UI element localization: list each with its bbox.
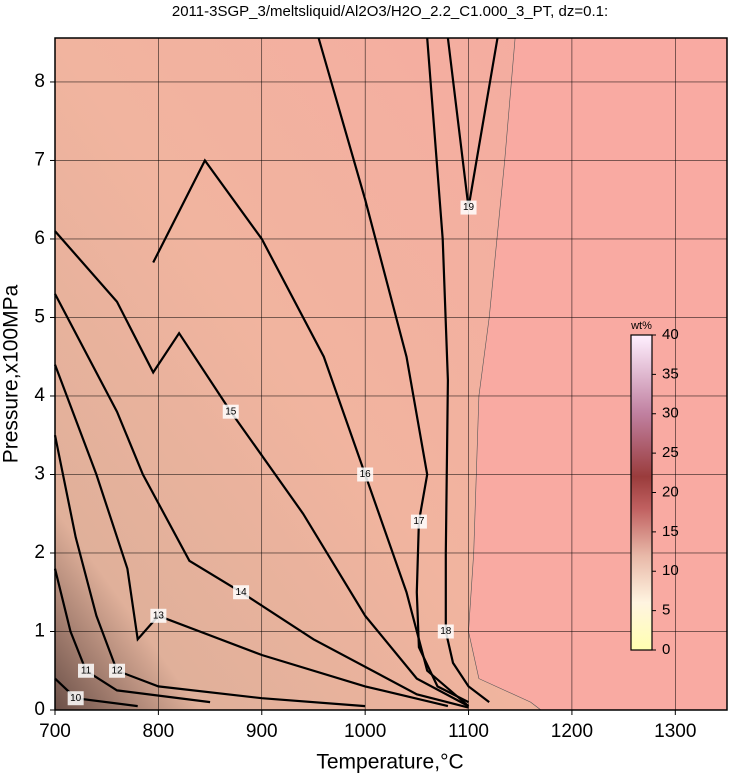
contour-label-bg <box>233 585 250 600</box>
y-tick-label: 5 <box>34 306 45 327</box>
plot-frame <box>54 37 728 711</box>
colorbar-tick-label: 15 <box>662 523 679 540</box>
contour-label-bg <box>67 691 84 706</box>
x-tick-label: 700 <box>39 721 71 742</box>
colorbar-tick-label: 35 <box>662 365 679 382</box>
y-tick-label: 6 <box>34 228 45 249</box>
x-tick-label: 900 <box>246 721 278 742</box>
contour-label: 15 <box>225 406 237 417</box>
colorbar-tick-label: 20 <box>662 483 679 500</box>
colorbar-label: wt% <box>630 320 652 332</box>
chart-title: 2011-3SGP_3/meltsliquid/Al2O3/H2O_2.2_C1… <box>172 3 608 20</box>
colorbar-tick-label: 5 <box>662 602 670 619</box>
contour-label: 18 <box>440 626 452 637</box>
contour-line <box>152 158 470 707</box>
y-tick-label: 8 <box>34 71 45 92</box>
y-tick-label: 1 <box>34 621 45 642</box>
contour-line <box>426 37 490 703</box>
y-tick-label: 7 <box>34 149 45 170</box>
colorbar-tick-label: 10 <box>662 562 679 579</box>
contour-label-bg <box>78 663 95 678</box>
contour-line <box>54 293 469 709</box>
contour-label: 16 <box>360 469 372 480</box>
contour-label-bg <box>357 467 374 482</box>
contour-label-bg <box>460 200 477 215</box>
x-tick-label: 1200 <box>551 721 593 742</box>
x-tick-label: 1300 <box>654 721 696 742</box>
x-tick-label: 1100 <box>448 721 489 742</box>
contour-line <box>53 364 449 708</box>
contour-label-bg <box>437 624 454 639</box>
y-tick-label: 4 <box>34 385 45 406</box>
x-tick-label: 800 <box>143 721 175 742</box>
contour-label-bg <box>150 608 167 623</box>
x-tick-label: 1000 <box>344 721 386 742</box>
y-tick-label: 2 <box>34 542 45 563</box>
colorbar-tick-label: 0 <box>662 641 670 658</box>
contour-label-bg <box>109 663 126 678</box>
colorbar-tick-label: 25 <box>662 444 679 461</box>
contour-label: 19 <box>463 202 475 213</box>
y-tick-label: 3 <box>34 464 45 485</box>
colorbar-tick-label: 40 <box>662 326 679 343</box>
melt-boundary <box>54 37 542 711</box>
contour-label: 11 <box>81 665 92 676</box>
contour-label: 10 <box>70 693 82 704</box>
contour-label-bg <box>410 514 427 529</box>
colorbar <box>630 334 653 651</box>
y-tick-label: 0 <box>34 699 45 720</box>
contour-label: 13 <box>153 610 165 621</box>
contour-label: 14 <box>236 587 248 598</box>
contour-label-bg <box>222 404 239 419</box>
colorbar-tick-label: 30 <box>662 405 679 422</box>
x-axis-label: Temperature,°C <box>316 751 463 774</box>
contour-label: 17 <box>413 516 425 527</box>
contour-label: 12 <box>111 665 123 676</box>
y-axis-label: Pressure,x100MPa <box>0 284 23 463</box>
